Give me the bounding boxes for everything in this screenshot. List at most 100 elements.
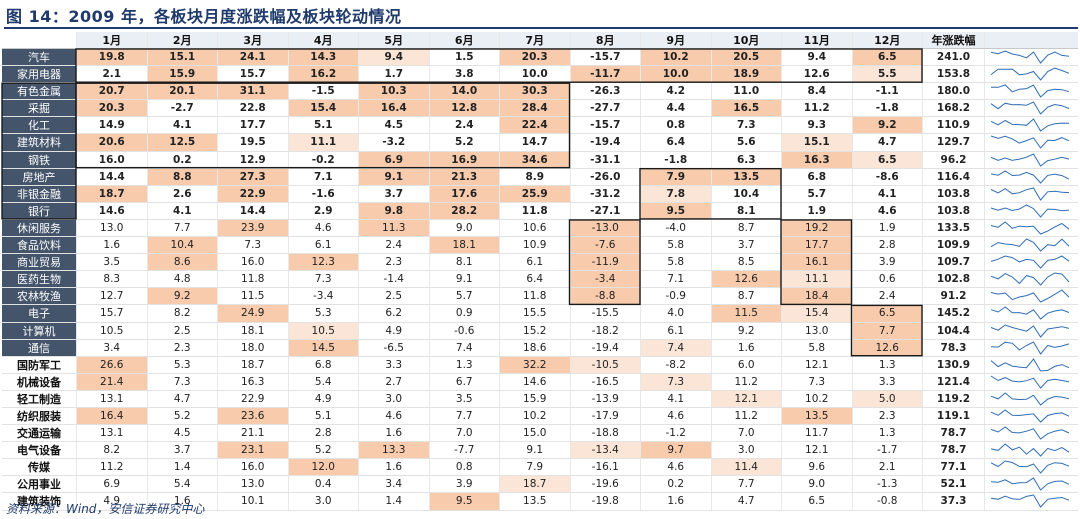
sparkline-cell — [984, 459, 1078, 476]
value-cell: 7.3 — [640, 373, 711, 390]
value-cell: 23.1 — [217, 442, 288, 459]
value-cell: 7.7 — [428, 407, 500, 425]
sector-name: 休闲服务 — [2, 219, 76, 237]
value-cell: 2.7 — [358, 373, 429, 390]
value-cell: 11.4 — [710, 459, 781, 476]
table-row: 交通运输 13.1 4.5 21.1 2.8 1.6 7.0 15.0 -18.8 -1.2 7.0… — [2, 425, 1078, 443]
sparkline-path — [990, 323, 1070, 338]
value-cell: -10.5 — [569, 356, 640, 373]
value-cell: 4.1 — [146, 202, 218, 219]
value-cell: -0.2 — [287, 151, 359, 168]
value-cell: 22.9 — [217, 390, 288, 407]
sparkline-path — [990, 306, 1070, 321]
value-cell: 18.0 — [217, 339, 288, 356]
value-cell: 11.2 — [781, 100, 852, 117]
value-cell: 7.1 — [287, 168, 359, 185]
value-cell: 13.0 — [781, 322, 852, 339]
value-cell: 22.4 — [499, 117, 570, 134]
value-cell: 10.2 — [781, 390, 852, 407]
year-return: 96.2 — [922, 151, 984, 168]
value-cell: 7.4 — [640, 339, 711, 356]
value-cell: 4.7 — [710, 493, 782, 510]
value-cell: 2.1 — [76, 66, 147, 83]
value-cell: 2.3 — [851, 407, 923, 425]
value-cell: 13.5 — [710, 168, 781, 185]
sparkline-path — [990, 187, 1070, 201]
value-cell: 11.1 — [287, 134, 358, 151]
value-cell: 3.9 — [851, 254, 923, 271]
value-cell: 8.4 — [781, 83, 852, 100]
value-cell: 13.1 — [76, 425, 147, 442]
value-cell: 16.4 — [76, 407, 147, 425]
value-cell: 11.5 — [217, 288, 288, 305]
value-cell: 6.5 — [851, 151, 922, 168]
value-cell: 3.0 — [710, 442, 782, 459]
value-cell: 5.3 — [146, 356, 218, 373]
value-cell: 13.1 — [76, 390, 147, 407]
value-cell: 9.1 — [358, 168, 429, 185]
sector-name: 非银金融 — [2, 185, 76, 202]
sparkline-cell — [984, 117, 1078, 134]
value-cell: 20.7 — [76, 83, 147, 100]
sparkline — [990, 426, 1070, 440]
value-cell: 7.9 — [499, 459, 570, 476]
sparkline — [990, 84, 1070, 98]
value-cell: 9.3 — [781, 117, 852, 134]
value-cell: 2.4 — [428, 117, 500, 134]
sector-name: 电气设备 — [2, 442, 76, 459]
value-cell: 6.0 — [710, 356, 782, 373]
value-cell: 17.7 — [781, 237, 852, 254]
value-cell: 6.4 — [499, 271, 570, 288]
value-cell: 10.6 — [499, 219, 570, 237]
value-cell: -1.5 — [287, 83, 359, 100]
value-cell: -1.4 — [358, 271, 429, 288]
value-cell: -27.1 — [569, 202, 641, 219]
value-cell: 2.4 — [358, 237, 429, 254]
value-cell: -8.2 — [640, 356, 711, 373]
value-cell: 10.0 — [640, 66, 711, 83]
sparkline-cell — [984, 339, 1078, 356]
value-cell: -15.5 — [569, 305, 641, 322]
value-cell: 9.0 — [781, 476, 852, 493]
value-cell: 9.7 — [640, 442, 711, 459]
table-row: 电子 15.7 8.2 24.9 5.3 6.2 0.9 15.5 -15.5 4.0 11.5 15… — [2, 305, 1078, 323]
value-cell: 14.3 — [287, 49, 358, 66]
value-cell: 6.1 — [499, 254, 570, 271]
value-cell: 16.0 — [217, 254, 288, 271]
value-cell: -31.1 — [569, 151, 641, 168]
value-cell: 7.7 — [851, 322, 922, 339]
value-cell: -3.2 — [358, 134, 429, 151]
value-cell: 18.4 — [781, 288, 852, 305]
value-cell: 18.1 — [428, 237, 499, 254]
value-cell: 18.6 — [499, 339, 570, 356]
value-cell: 8.9 — [499, 168, 570, 185]
value-cell: -0.6 — [428, 322, 500, 339]
value-cell: 18.7 — [217, 356, 288, 373]
table-row: 公用事业 6.9 5.4 13.0 0.4 3.4 3.9 18.7 -19.6 0.2 7.7 9.… — [2, 476, 1078, 494]
sparkline-path — [990, 460, 1070, 475]
sector-name: 化工 — [2, 117, 76, 134]
value-cell: -19.4 — [569, 339, 641, 356]
value-cell: -19.6 — [569, 476, 641, 493]
sector-name: 建筑装饰 — [2, 493, 76, 510]
value-cell: -18.2 — [569, 322, 641, 339]
table-row: 商业贸易 3.5 8.6 16.0 12.3 2.3 8.1 6.1 -11.9 5.8 8.5 16… — [2, 254, 1078, 272]
value-cell: 12.6 — [851, 339, 922, 356]
value-cell: 12.1 — [710, 390, 781, 407]
sparkline-path — [990, 426, 1070, 440]
value-cell: 2.1 — [851, 459, 923, 476]
value-cell: 15.9 — [499, 390, 570, 407]
table-row: 银行 14.6 4.1 14.4 2.9 9.8 28.2 11.8 -27.1 9.5 8.1 1.… — [2, 202, 1078, 220]
value-cell: -8.8 — [569, 288, 640, 305]
value-cell: 8.2 — [146, 305, 218, 322]
value-cell: 6.2 — [358, 305, 429, 322]
value-cell: 4.5 — [146, 425, 218, 442]
sector-name: 交通运输 — [2, 425, 76, 442]
sparkline-path — [990, 409, 1070, 423]
value-cell: 28.4 — [499, 100, 570, 117]
year-return: 168.2 — [922, 100, 984, 117]
sparkline-path — [990, 289, 1070, 303]
table-row: 家用电器 2.1 15.9 15.7 16.2 1.7 3.8 10.0 -11.7 10.0 18… — [2, 66, 1078, 84]
sector-name: 计算机 — [2, 322, 76, 339]
value-cell: -15.7 — [569, 117, 641, 134]
